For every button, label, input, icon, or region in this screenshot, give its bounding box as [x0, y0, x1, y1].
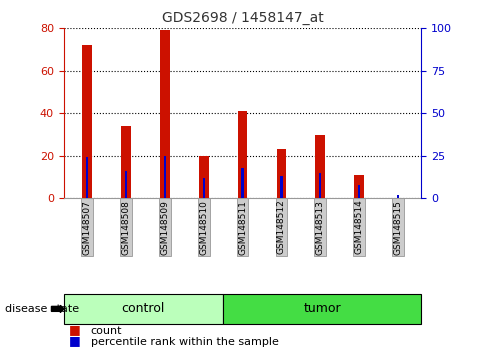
Title: GDS2698 / 1458147_at: GDS2698 / 1458147_at — [162, 11, 323, 24]
Bar — [316, 135, 325, 198]
Text: ■: ■ — [69, 334, 80, 347]
Bar — [280, 176, 283, 198]
Bar — [276, 149, 286, 198]
Text: disease state: disease state — [5, 304, 79, 314]
Bar — [238, 111, 247, 198]
Bar — [242, 168, 244, 198]
Text: count: count — [91, 326, 122, 336]
Bar — [354, 175, 364, 198]
Text: tumor: tumor — [303, 302, 341, 315]
Text: percentile rank within the sample: percentile rank within the sample — [91, 337, 278, 347]
Bar — [397, 195, 399, 198]
Bar — [82, 45, 92, 198]
Bar — [358, 185, 360, 198]
Text: ■: ■ — [69, 323, 80, 336]
Bar — [121, 126, 131, 198]
Bar — [86, 158, 88, 198]
Bar — [319, 173, 321, 198]
Bar — [199, 156, 209, 198]
Bar — [160, 30, 170, 198]
Bar — [202, 178, 205, 198]
Bar — [164, 156, 166, 198]
Bar — [125, 171, 127, 198]
Text: control: control — [122, 302, 165, 315]
